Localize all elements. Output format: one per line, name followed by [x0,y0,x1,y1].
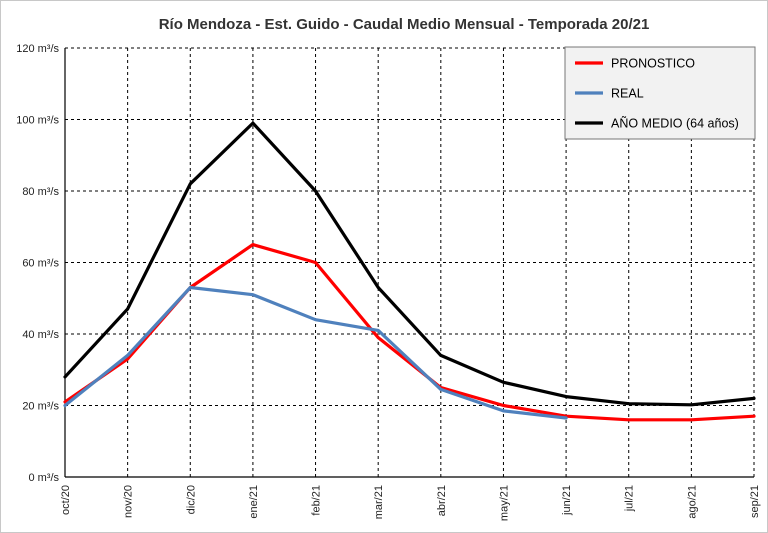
series-line-real [63,285,568,420]
x-tick-label: jul/21 [624,485,636,512]
y-tick-label: 40 m³/s [22,329,59,341]
x-tick-label: oct/20 [60,485,72,515]
x-tick-label: dic/20 [185,485,197,514]
x-tick-label: feb/21 [311,485,323,516]
legend: PRONOSTICO REAL AÑO MEDIO (64 años) [564,46,756,140]
x-tick-label: nov/20 [123,485,135,518]
series-line-a-o-medio-64-a-os [63,121,756,407]
x-tick-label: mar/21 [373,485,385,519]
y-tick-label: 120 m³/s [16,43,59,55]
x-tick-label: sep/21 [749,485,761,518]
y-tick-label: 60 m³/s [22,258,59,270]
axes: 0 m³/s 20 m³/s 40 m³/s 60 m³/s 80 m³/s 100 m³… [16,43,761,521]
legend-label: REAL [611,87,644,101]
legend-label: PRONOSTICO [611,57,695,71]
y-tick-label: 80 m³/s [22,186,59,198]
x-tick-label: abr/21 [436,485,448,516]
y-tick-label: 20 m³/s [22,401,59,413]
x-tick-label: ene/21 [248,485,260,519]
chart-title: Río Mendoza - Est. Guido - Caudal Medio … [159,16,650,33]
x-tick-label: may/21 [498,485,510,521]
grid [65,47,755,477]
x-tick-label: ago/21 [686,485,698,519]
series-line-pronostico [63,243,756,422]
y-tick-label: 100 m³/s [16,115,59,127]
legend-label: AÑO MEDIO (64 años) [611,117,739,131]
series-lines [63,121,756,422]
y-tick-label: 0 m³/s [28,472,59,484]
x-tick-label: jun/21 [561,485,573,516]
